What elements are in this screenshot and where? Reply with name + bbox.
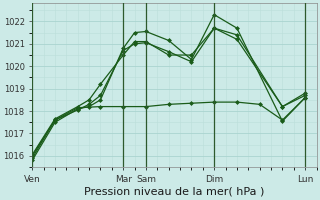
X-axis label: Pression niveau de la mer( hPa ): Pression niveau de la mer( hPa ) [84,187,265,197]
